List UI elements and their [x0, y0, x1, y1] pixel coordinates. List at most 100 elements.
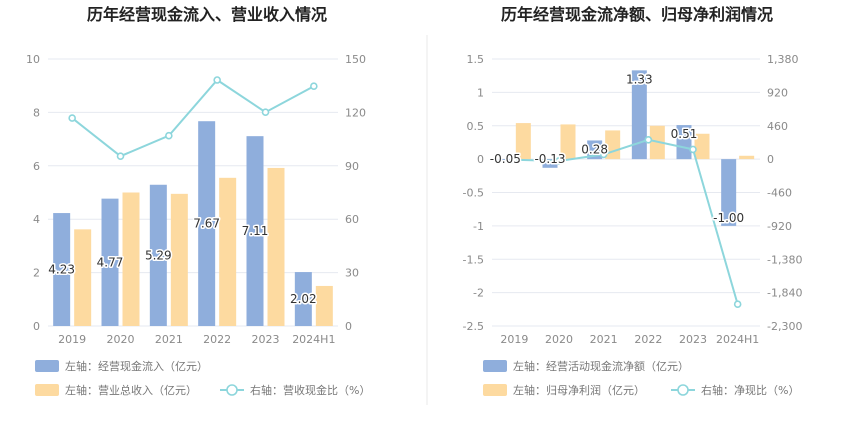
x-axis-tick-label: 2024H1: [292, 333, 335, 346]
legend-swatch: [483, 384, 507, 396]
right-axis-tick-label: -1,380: [767, 253, 802, 266]
bar-secondary: [515, 123, 531, 160]
x-axis-tick-label: 2019: [58, 333, 86, 346]
ratio-point: [310, 82, 318, 91]
legend-swatch-marker: [226, 384, 238, 396]
ratio-point: [116, 152, 125, 160]
bar-secondary: [122, 192, 140, 326]
x-axis-tick-label: 2022: [634, 333, 662, 346]
left-axis-tick-label: 2: [33, 267, 40, 280]
left-axis-tick-label: -2.5: [463, 320, 484, 333]
x-axis-tick-label: 2023: [679, 333, 707, 346]
left-axis-tick-label: 1.5: [467, 53, 485, 66]
left-axis-tick-label: -1.5: [463, 253, 484, 266]
bar-primary: [198, 121, 216, 326]
bar-data-label: 4.77: [97, 255, 124, 269]
right-axis-tick-label: -460: [767, 187, 792, 200]
ratio-point: [213, 76, 221, 84]
ratio-line: [71, 78, 315, 158]
bar-data-label: 7.11: [242, 224, 269, 238]
bar-primary: [631, 70, 647, 160]
x-axis-tick-label: 2023: [252, 333, 280, 346]
bar-data-label: -0.13: [534, 152, 565, 166]
right-axis-tick-label: -2,300: [767, 320, 802, 333]
right-axis-tick-label: 30: [345, 267, 359, 280]
left-axis-tick-label: -0.5: [463, 187, 484, 200]
bar-data-label: -1.00: [713, 211, 744, 225]
bar-data-label: 0.51: [671, 127, 698, 141]
ratio-point: [644, 136, 653, 144]
ratio-point: [165, 131, 173, 140]
left-axis-tick-label: 0: [477, 153, 484, 166]
bar-data-label: 7.67: [193, 217, 220, 231]
bar-primary: [676, 125, 692, 160]
bar-data-label: 0.28: [581, 142, 608, 156]
legend-swatch: [35, 384, 59, 396]
chart-title: 历年经营现金流入、营业收入情况: [87, 5, 327, 24]
right-axis-tick-label: 150: [345, 53, 366, 66]
bar-primary: [149, 184, 167, 326]
ratio-point: [555, 157, 563, 165]
legend-label: 左轴：营业总收入（亿元）: [65, 383, 197, 397]
bar-secondary: [267, 167, 285, 326]
left-axis-tick-label: 6: [33, 160, 40, 173]
ratio-point: [599, 150, 608, 159]
right-axis-tick-label: 460: [767, 120, 788, 133]
chart-title: 历年经营现金流净额、归母净利润情况: [501, 5, 773, 24]
bar-primary: [53, 213, 71, 326]
bar-secondary: [74, 229, 92, 326]
right-axis-tick-label: 0: [767, 153, 774, 166]
chart-panel-2: 历年经营现金流净额、归母净利润情况-2.5-2-1.5-1-0.500.511.…: [463, 5, 803, 397]
ratio-point: [689, 145, 697, 154]
bar-data-label: 2.02: [290, 292, 317, 306]
legend-swatch-marker: [677, 384, 689, 396]
x-axis-tick-label: 2019: [500, 333, 528, 346]
ratio-point: [68, 114, 76, 122]
bar-secondary: [560, 124, 576, 160]
right-axis-tick-label: 90: [345, 160, 359, 173]
left-axis-tick-label: 0.5: [467, 120, 485, 133]
x-axis-tick-label: 2022: [203, 333, 231, 346]
ratio-point: [733, 300, 742, 309]
left-axis-tick-label: 0: [33, 320, 40, 333]
bar-primary: [721, 159, 737, 226]
left-axis-tick-label: 8: [33, 106, 40, 119]
left-axis-tick-label: -2: [473, 287, 484, 300]
bar-secondary: [739, 155, 755, 160]
bar-secondary: [315, 285, 333, 326]
left-axis-tick-label: 1: [477, 86, 484, 99]
bar-primary: [497, 159, 513, 163]
bar-data-label: 1.33: [626, 72, 653, 86]
x-axis-tick-label: 2021: [155, 333, 183, 346]
legend-label: 左轴：归母净利润（亿元）: [513, 383, 645, 397]
legend-label: 右轴：营收现金比（%）: [250, 383, 370, 397]
chart-panel-1: 历年经营现金流入、营业收入情况 0 2 4 6 8 10 0 30 60 90 120 150 2019 2…: [26, 5, 370, 397]
x-axis-tick-label: 2020: [545, 333, 573, 346]
bar-primary: [246, 136, 264, 326]
ratio-point: [261, 108, 270, 117]
right-axis-tick-label: 920: [767, 86, 788, 99]
legend-label: 右轴：净现比（%）: [701, 383, 799, 397]
bar-secondary: [219, 177, 237, 326]
legend-label: 左轴：经营活动现金流净额（亿元）: [513, 359, 689, 373]
right-axis-tick-label: 1,380: [767, 53, 799, 66]
bar-data-label: 5.29: [145, 248, 172, 262]
left-axis-tick-label: 4: [33, 213, 40, 226]
ratio-line: [514, 138, 739, 305]
legend-swatch: [35, 360, 59, 372]
left-axis-tick-label: -1: [473, 220, 484, 233]
bar-data-label: -0.05: [490, 152, 521, 166]
bar-primary: [294, 272, 312, 326]
x-axis-tick-label: 2020: [107, 333, 135, 346]
x-axis-tick-label: 2024H1: [716, 333, 759, 346]
bar-secondary: [694, 133, 710, 160]
legend-label: 左轴：经营现金流入（亿元）: [65, 359, 208, 373]
right-axis-tick-label: -1,840: [767, 287, 802, 300]
bar-primary: [101, 198, 119, 326]
right-axis-tick-label: 120: [345, 106, 366, 119]
left-axis-tick-label: 10: [26, 53, 40, 66]
x-axis-tick-label: 2021: [590, 333, 618, 346]
ratio-point: [510, 155, 519, 164]
